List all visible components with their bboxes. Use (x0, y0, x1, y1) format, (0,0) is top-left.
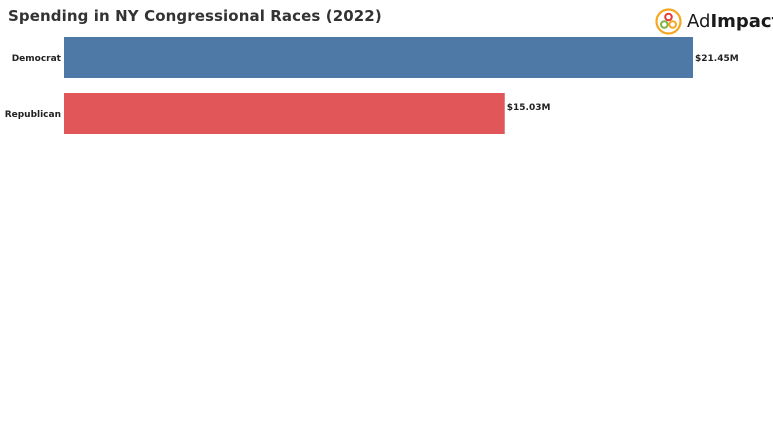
chart-title: Spending in NY Congressional Races (2022… (8, 7, 382, 25)
value-label: $21.45M (695, 54, 739, 64)
bar-democrat[interactable] (64, 37, 693, 78)
value-label: $15.03M (507, 103, 551, 113)
category-label: Republican (5, 110, 61, 120)
category-label: Democrat (12, 54, 62, 64)
logo-wordmark: AdImpact (687, 11, 773, 32)
adimpact-logo: AdImpact (655, 7, 773, 35)
adimpact-logo-icon (655, 7, 682, 35)
logo-text-impact: Impact (710, 10, 773, 32)
bar-republican[interactable] (64, 93, 505, 134)
logo-text-ad: Ad (687, 10, 711, 32)
